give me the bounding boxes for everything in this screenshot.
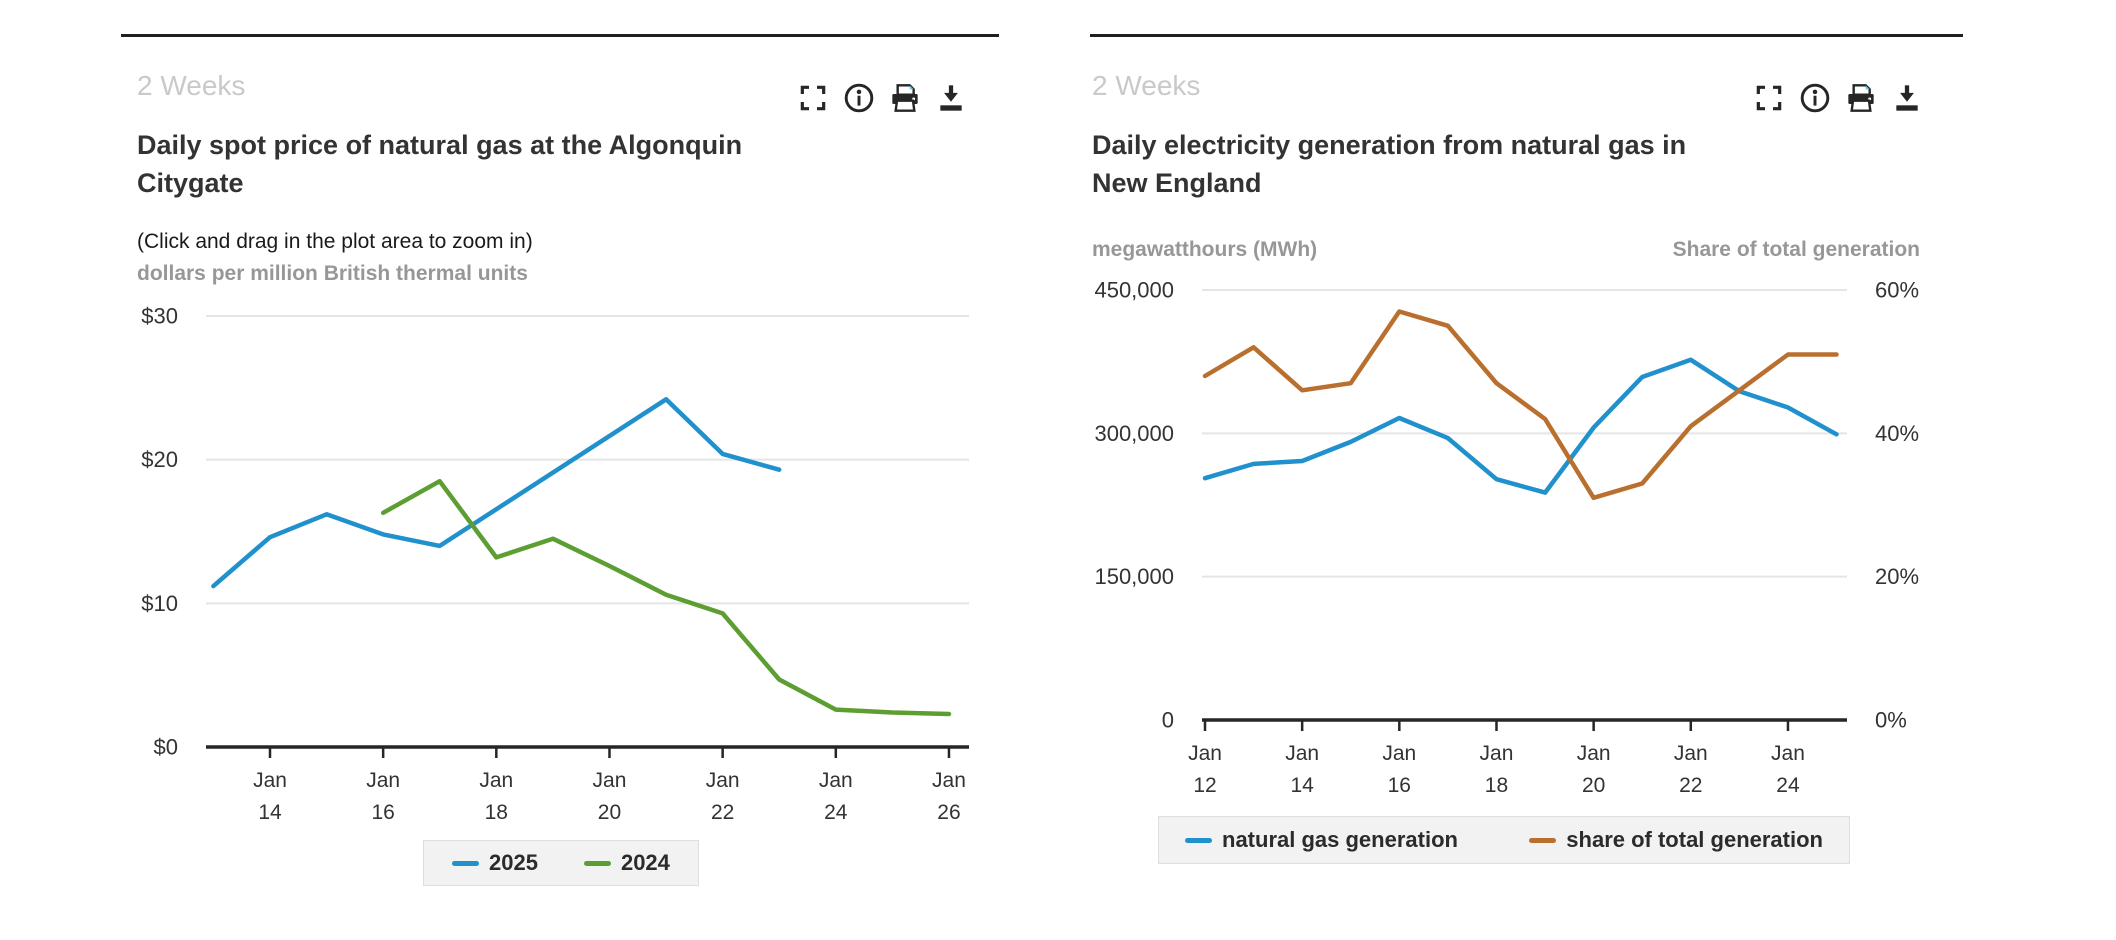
x-axis-tick-label: Jan [253,769,287,792]
print-icon [1845,82,1877,114]
y-axis-unit-label: dollars per million British thermal unit… [137,262,528,285]
x-axis-tick-label: 14 [1290,774,1314,797]
top-rule [1090,34,1963,37]
x-axis-tick-label: 20 [598,801,621,824]
info-button[interactable] [1799,82,1831,114]
x-axis-tick-label: Jan [366,769,400,792]
legend-color-dash [452,860,479,866]
x-axis-tick-label: Jan [593,769,627,792]
y-axis-tick-label: 300,000 [1094,421,1174,446]
plot-area[interactable]: 0 150,000 300,000 450,000 0% 20% 40% 60% Jan 12 Ja… [1090,270,1963,810]
period-label: 2 Weeks [137,70,246,101]
legend-color-dash [1529,837,1557,843]
series-line-2025 [211,397,782,589]
legend: natural gas generation share of total gen… [1158,816,1850,864]
download-button[interactable] [1891,82,1923,114]
x-axis-tick-label: Jan [706,769,740,792]
x-axis-tick-label: 22 [711,801,734,824]
plot-area[interactable]: $0 $10 $20 $30 Jan 14 Jan 16 Jan 18 Jan 20 Jan 22 Jan 2… [121,300,999,840]
x-axis-tick-label: 16 [1388,774,1411,797]
y-axis-tick-label: 20% [1875,564,1919,589]
info-button[interactable] [843,82,875,114]
chart-title: Daily spot price of natural gas at the A… [137,130,743,198]
chart-toolbar [1753,82,1923,114]
y-axis-tick-label: $20 [141,447,178,472]
print-button[interactable] [889,82,921,114]
y-axis-tick-label: 150,000 [1094,564,1174,589]
left-axis-unit-label: megawatthours (MWh) [1092,238,1318,261]
y-axis-tick-label: $30 [141,304,178,329]
print-icon [889,82,921,114]
y-axis-tick-label: $10 [141,591,178,616]
x-axis-tick-label: 26 [937,801,960,824]
x-axis-tick-label: Jan [1382,742,1416,765]
download-icon [1891,82,1923,114]
series-line-natural-gas-generation [1202,357,1839,495]
chart-title: Daily electricity generation from natura… [1092,130,1687,198]
top-rule [121,34,999,37]
axis-unit-labels-row: megawatthours (MWh) Share of total gener… [1092,238,1920,262]
x-axis-tick-label: 22 [1679,774,1702,797]
x-axis-tick-label: 18 [485,801,508,824]
x-axis-tick-label: Jan [1480,742,1514,765]
x-axis-tick-label: Jan [1285,742,1319,765]
fullscreen-icon [797,82,829,114]
legend-item-share-of-total-generation[interactable]: share of total generation [1529,827,1823,853]
y-axis-tick-label: 40% [1875,421,1919,446]
series-line-share-of-total-generation [1202,309,1839,501]
y-axis-tick-label: 0 [1162,708,1174,733]
info-icon [1799,82,1831,114]
legend-label: share of total generation [1566,827,1823,852]
legend-color-dash [583,860,611,866]
x-axis-tick-label: Jan [1771,742,1805,765]
x-axis-tick-label: 16 [371,801,394,824]
legend-color-dash [1185,837,1212,843]
x-axis-tick-label: Jan [1674,742,1708,765]
legend-item-2024[interactable]: 2024 [583,850,670,876]
y-axis-tick-label: $0 [154,735,178,760]
x-axis-tick-label: 12 [1193,774,1216,797]
chart-toolbar [797,82,967,114]
zoom-hint-note: (Click and drag in the plot area to zoom… [137,230,533,253]
legend-item-2025[interactable]: 2025 [452,850,538,876]
legend-label: natural gas generation [1222,827,1458,852]
x-axis-tick-label: Jan [1577,742,1611,765]
x-axis-tick-label: 24 [824,801,848,824]
x-axis-tick-label: Jan [1188,742,1222,765]
y-axis-tick-label: 0% [1875,708,1907,733]
fullscreen-button[interactable] [797,82,829,114]
download-button[interactable] [935,82,967,114]
x-axis-tick-label: Jan [932,769,966,792]
info-icon [843,82,875,114]
x-axis-tick-label: 24 [1776,774,1800,797]
y-axis-tick-label: 60% [1875,278,1919,303]
chart-card-electricity-generation: 2 Weeks Daily electricity generation fro… [1090,0,1963,940]
legend-label: 2025 [489,850,538,875]
legend: 2025 2024 [423,840,699,886]
print-button[interactable] [1845,82,1877,114]
right-axis-unit-label: Share of total generation [1672,238,1920,261]
y-axis-tick-label: 450,000 [1094,278,1174,303]
x-axis-tick-label: 14 [258,801,282,824]
x-axis-tick-label: Jan [819,769,853,792]
download-icon [935,82,967,114]
x-axis-tick-label: Jan [479,769,513,792]
chart-card-gas-price: 2 Weeks Daily spot price of natural gas … [121,0,999,940]
period-label: 2 Weeks [1092,70,1201,101]
x-axis-tick-label: 20 [1582,774,1605,797]
fullscreen-icon [1753,82,1785,114]
x-axis-tick-label: 18 [1485,774,1508,797]
legend-item-natural-gas-generation[interactable]: natural gas generation [1185,827,1458,853]
legend-label: 2024 [620,850,670,875]
series-line-2024 [380,478,952,717]
fullscreen-button[interactable] [1753,82,1785,114]
